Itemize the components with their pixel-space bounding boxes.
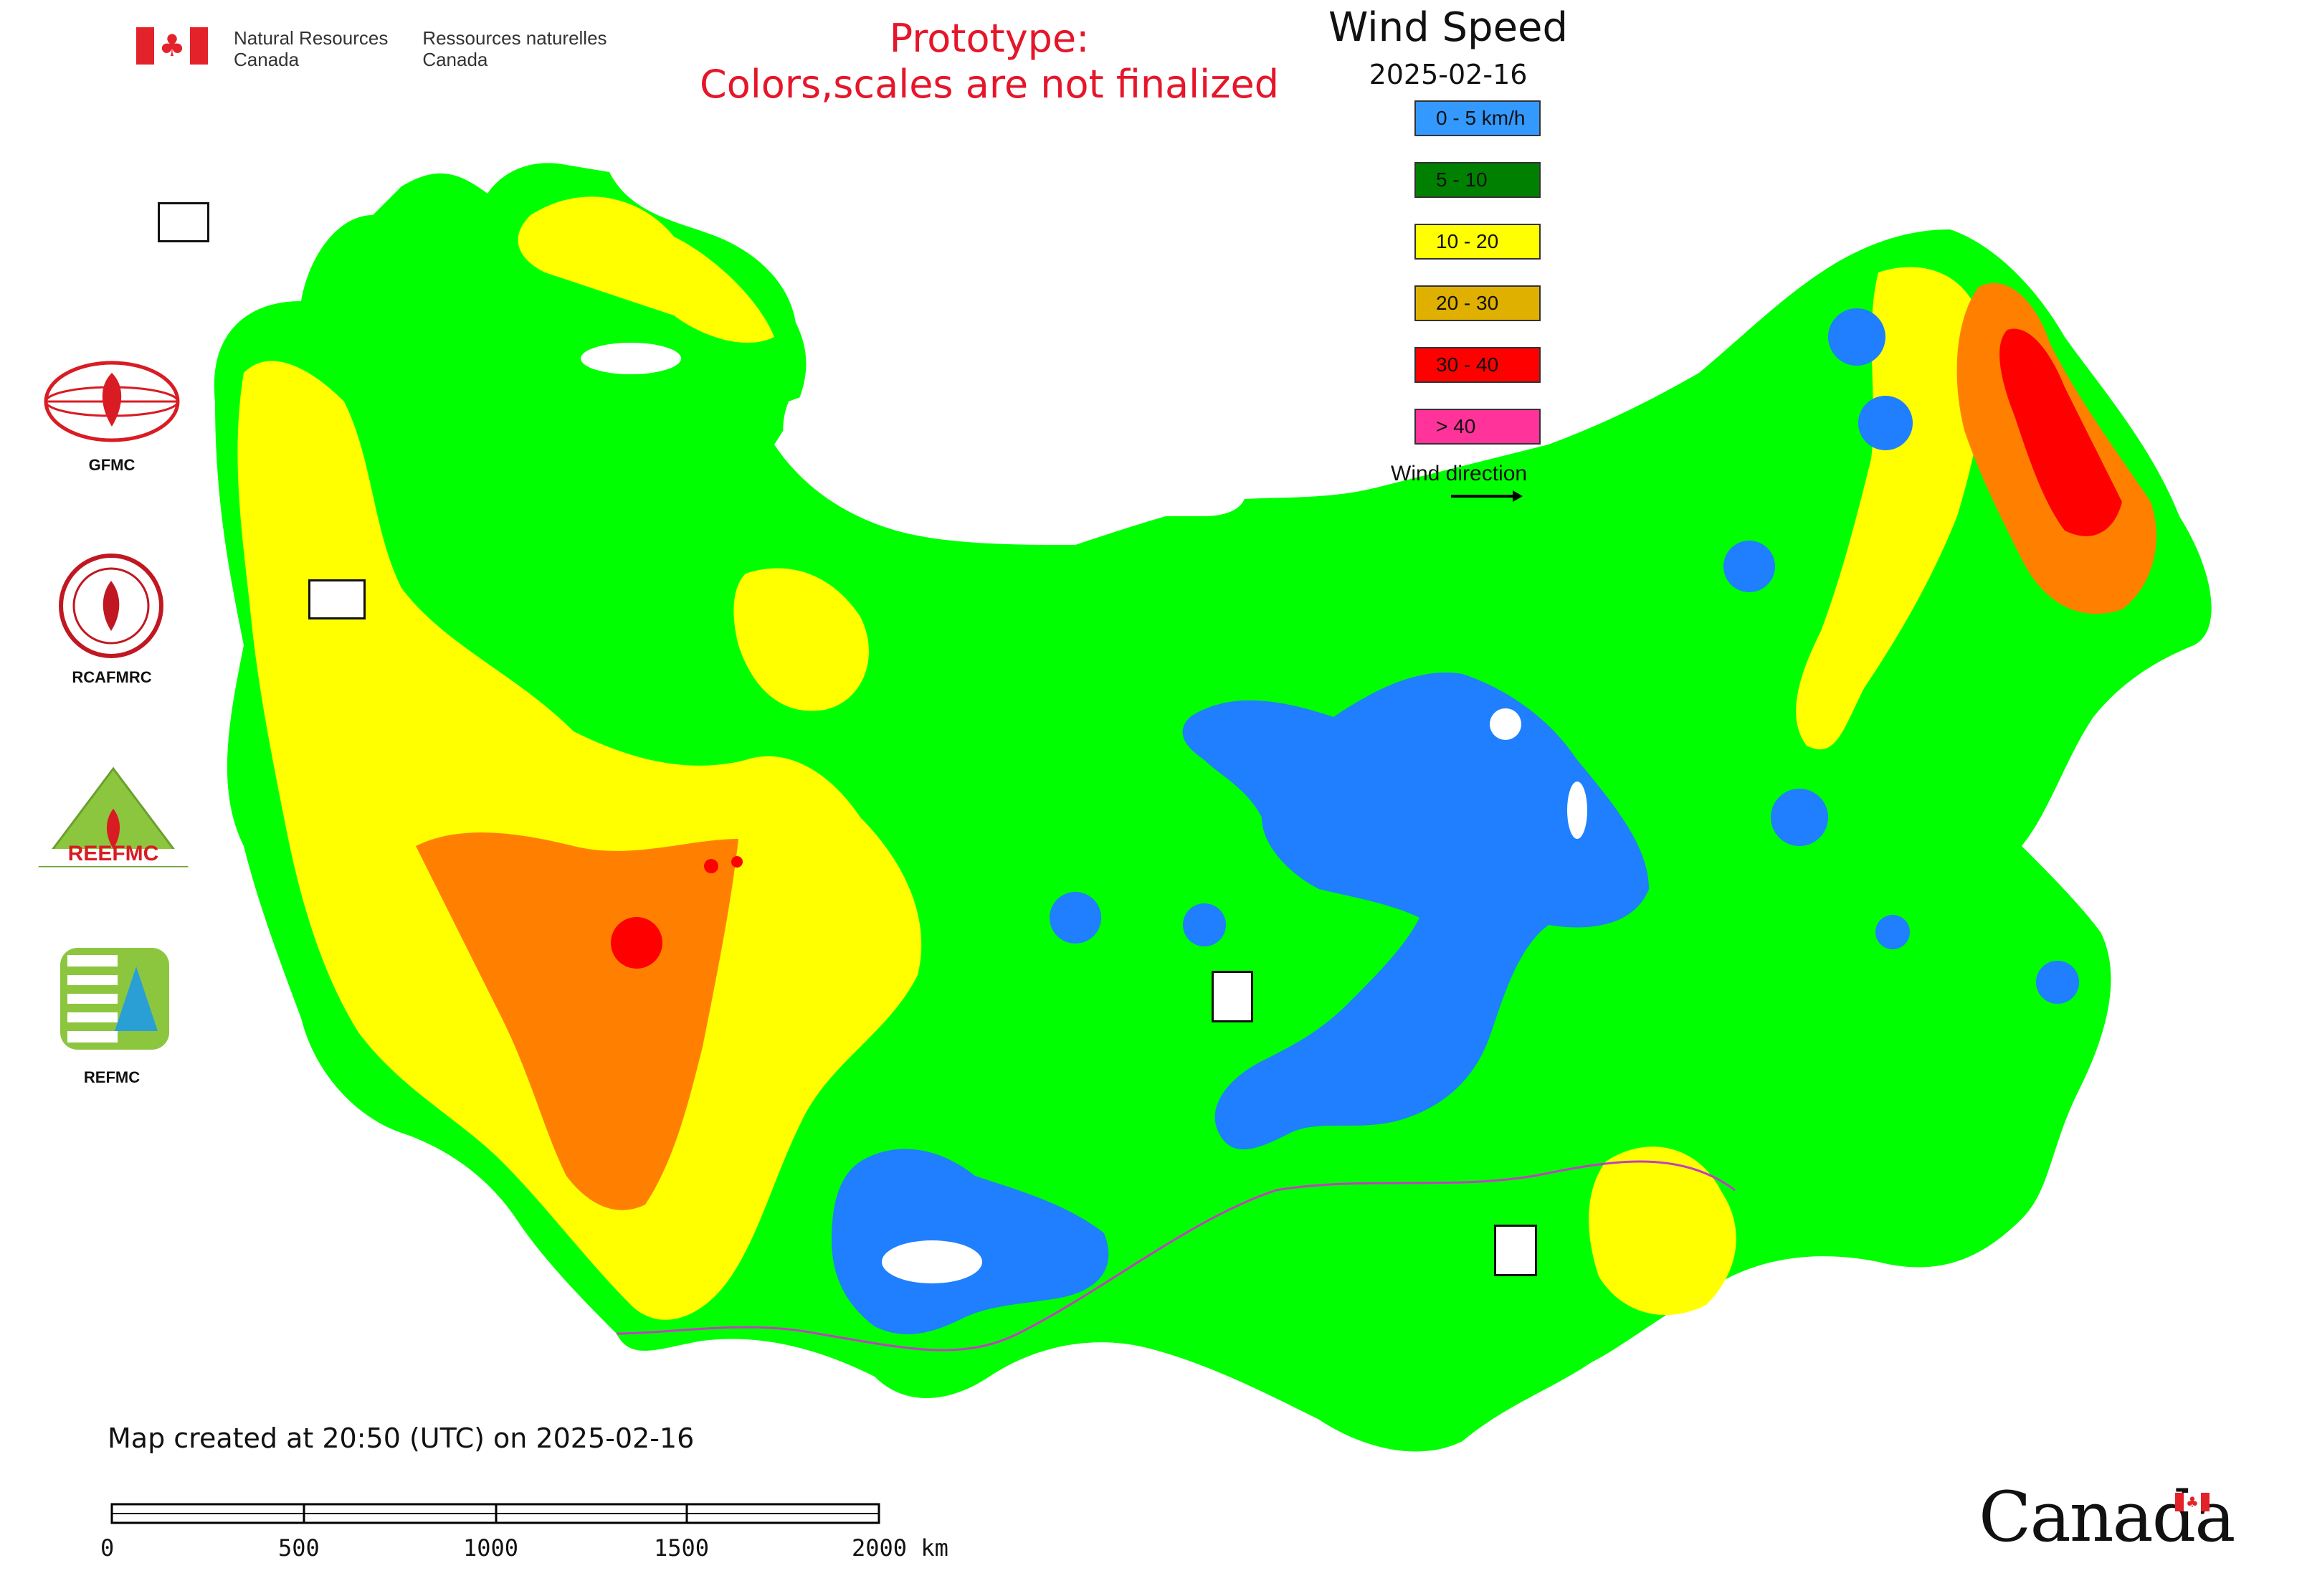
legend-title: Wind Speed [1328, 4, 1569, 51]
legend-item-20-30: 20 - 30 [1414, 285, 1541, 321]
zone-yellow-north [518, 196, 774, 343]
scale-label-0: 0 [100, 1534, 115, 1562]
legend-item-gt40: > 40 [1414, 409, 1541, 445]
country-border [616, 1160, 1736, 1352]
zone-blue-spot [1771, 789, 1828, 846]
arctic-sea [783, 386, 1245, 526]
legend-item-0-5: 0 - 5 km/h [1414, 100, 1541, 136]
zone-blue-spot [1183, 903, 1226, 946]
scale-bar [110, 1503, 880, 1524]
rcafmrc-logo-icon [57, 552, 165, 660]
zone-red-spot [731, 856, 743, 868]
wind-direction-arrow [1451, 490, 1523, 502]
lake [882, 1240, 982, 1283]
lake [1567, 782, 1587, 839]
scale-label-500: 500 [278, 1534, 320, 1562]
zone-yellow-southeast [1589, 1146, 1736, 1316]
legend-date: 2025-02-16 [1369, 59, 1528, 90]
refmc-label: REFMC [83, 1068, 141, 1086]
zone-yellow-far-east [1796, 267, 1985, 750]
zone-blue-altai [832, 1149, 1109, 1334]
agency-name-en: Natural Resources Canada [234, 27, 389, 70]
prototype-line1: Prototype: [889, 16, 1090, 61]
wind-direction-label: Wind direction [1391, 462, 1528, 485]
map-created-timestamp: Map created at 20:50 (UTC) on 2025-02-16 [108, 1422, 695, 1454]
reefmc-logo-icon [37, 766, 189, 873]
zone-yellow-central [733, 568, 869, 711]
nrcan-signature: ♣ Natural Resources Canada Ressources na… [136, 27, 642, 70]
zone-red-kamchatka [1999, 328, 2122, 536]
zone-blue-central-siberia [1182, 673, 1649, 1150]
prototype-line2: Colors,scales are not finalized [700, 62, 1279, 107]
zone-red-spot [704, 859, 718, 873]
scale-label-2000: 2000 km [852, 1534, 948, 1562]
rcafmrc-site-marker-icon [1494, 1225, 1537, 1276]
canada-wordmark-flag-icon: ♣ [2175, 1493, 2210, 1511]
gfmc-site-marker-icon [158, 202, 209, 242]
lake [1490, 708, 1521, 740]
zone-yellow-west [237, 361, 922, 1320]
legend-item-30-40: 30 - 40 [1414, 347, 1541, 383]
zone-blue-spot [1875, 915, 1910, 949]
agency-name-fr: Ressources naturelles Canada [422, 27, 607, 70]
zone-blue-spot [1858, 396, 1913, 450]
rcafmrc-label: RCAFMRC [72, 668, 152, 686]
refmc-logo-icon [57, 945, 172, 1053]
canada-wordmark: Canada [1979, 1477, 2235, 1557]
scale-label-1000: 1000 [463, 1534, 519, 1562]
zone-blue-spot [1828, 308, 1885, 366]
zone-orange-west [416, 832, 738, 1210]
zone-blue-spot [2036, 961, 2079, 1004]
zone-blue-spot [1723, 541, 1775, 592]
reefmc-site-marker-icon [308, 579, 366, 619]
zone-red-spot [611, 917, 662, 969]
refmc-site-marker-icon [1212, 971, 1253, 1022]
scale-label-1500: 1500 [654, 1534, 710, 1562]
legend-item-5-10: 5 - 10 [1414, 162, 1541, 198]
lake [581, 343, 681, 374]
canada-flag-icon: ♣ [136, 27, 208, 65]
legend-item-10-20: 10 - 20 [1414, 224, 1541, 260]
reefmc-label: REEFMC [67, 842, 159, 865]
gfmc-logo-icon [40, 358, 184, 445]
zone-blue-spot [1050, 892, 1101, 944]
prototype-notice: Prototype: Colors,scales are not finaliz… [645, 16, 1333, 108]
gfmc-label: GFMC [88, 456, 135, 474]
